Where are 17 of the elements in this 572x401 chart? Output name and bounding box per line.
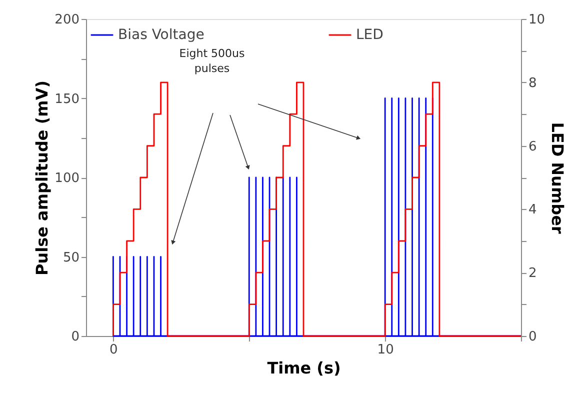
y-axis-title: Pulse amplitude (mV) bbox=[32, 80, 52, 276]
y2-axis-title: LED Number bbox=[548, 122, 568, 234]
y-tick-label: 50 bbox=[62, 250, 80, 266]
y-tick-label: 0 bbox=[71, 330, 80, 344]
legend-label: LED bbox=[356, 27, 384, 43]
y2-tick-label: 0 bbox=[528, 330, 537, 344]
annotation: Eight 500us pulses bbox=[179, 47, 246, 75]
y2-tick-label: 6 bbox=[528, 139, 537, 154]
y2-tick-label: 2 bbox=[528, 266, 537, 282]
y2-tick-label: 10 bbox=[528, 12, 546, 28]
y-tick-label: 150 bbox=[54, 92, 80, 107]
y2-tick-label: 4 bbox=[528, 202, 537, 218]
x-axis-title: Time (s) bbox=[267, 358, 341, 378]
y-tick-label: 200 bbox=[54, 12, 80, 28]
y-tick-label: 100 bbox=[54, 171, 80, 186]
y2-tick-label: 8 bbox=[528, 76, 537, 91]
legend-label: Bias Voltage bbox=[118, 27, 204, 43]
